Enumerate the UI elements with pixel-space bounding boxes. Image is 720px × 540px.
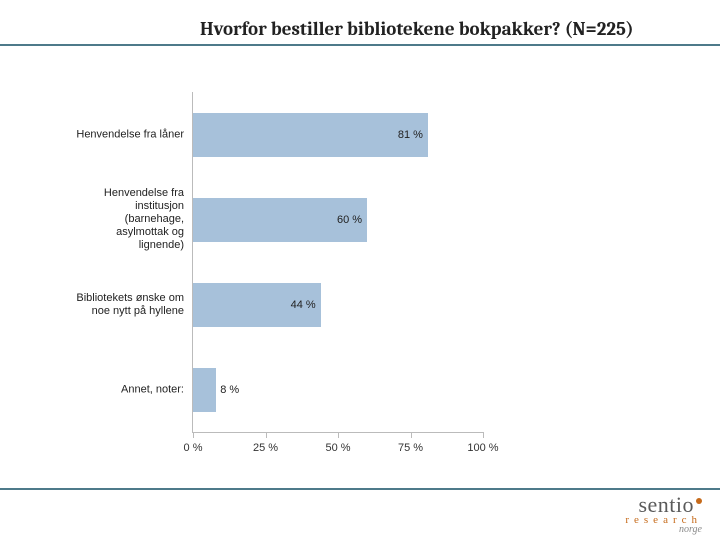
bar	[193, 113, 428, 157]
bar-label: Annet, noter:	[74, 383, 190, 396]
footer-rule	[0, 488, 720, 490]
x-tick-label: 25 %	[246, 442, 286, 454]
logo-dot-icon	[696, 498, 702, 504]
x-tick-label: 75 %	[391, 442, 431, 454]
bar-value: 44 %	[291, 299, 316, 311]
bar-value: 81 %	[398, 129, 423, 141]
x-tick-label: 100 %	[463, 442, 503, 454]
x-tick	[193, 432, 194, 438]
page-title-block: Hvorfor bestiller bibliotekene bokpakker…	[200, 18, 710, 40]
title-underline	[0, 44, 720, 46]
x-tick	[483, 432, 484, 438]
x-tick	[338, 432, 339, 438]
logo-word: sentio	[638, 494, 694, 516]
bar-value: 60 %	[337, 214, 362, 226]
x-tick	[266, 432, 267, 438]
bar-label: Henvendelse fra låner	[74, 128, 190, 141]
x-tick	[411, 432, 412, 438]
reasons-bar-chart: 0 %25 %50 %75 %100 % Henvendelse fra lån…	[74, 92, 482, 460]
x-tick-label: 0 %	[173, 442, 213, 454]
page-title: Hvorfor bestiller bibliotekene bokpakker…	[200, 18, 634, 40]
x-tick-label: 50 %	[318, 442, 358, 454]
bar-label: Henvendelse fra institusjon (barnehage, …	[74, 187, 190, 253]
bar	[193, 368, 216, 412]
bar-value: 8 %	[220, 384, 239, 396]
bar-label: Bibliotekets ønske om noe nytt på hyllen…	[74, 291, 190, 317]
sentio-logo: sentio research norge	[590, 494, 702, 534]
